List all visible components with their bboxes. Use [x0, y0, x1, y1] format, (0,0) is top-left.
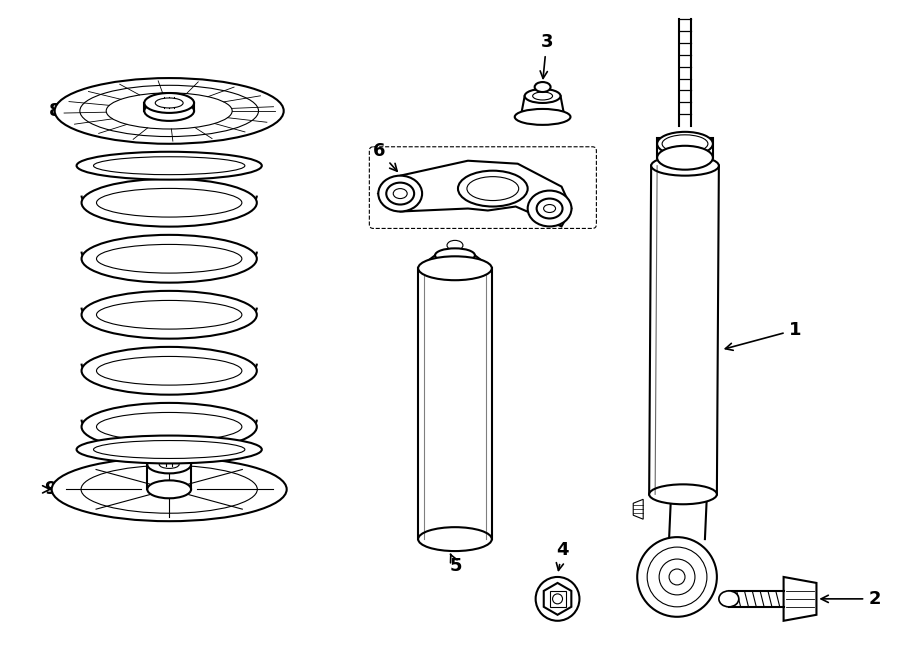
Text: 7: 7 — [86, 306, 122, 324]
Ellipse shape — [159, 461, 179, 469]
Ellipse shape — [81, 465, 257, 513]
Circle shape — [669, 569, 685, 585]
Ellipse shape — [535, 82, 551, 92]
Ellipse shape — [82, 347, 256, 395]
Ellipse shape — [378, 176, 422, 212]
Ellipse shape — [82, 403, 256, 451]
Ellipse shape — [544, 204, 555, 212]
Polygon shape — [418, 268, 491, 539]
Ellipse shape — [458, 171, 527, 206]
Ellipse shape — [82, 235, 256, 283]
Ellipse shape — [80, 85, 258, 137]
Ellipse shape — [82, 179, 256, 227]
Ellipse shape — [96, 356, 242, 385]
Text: 8: 8 — [49, 102, 64, 120]
Polygon shape — [649, 166, 719, 494]
Ellipse shape — [96, 245, 242, 273]
Ellipse shape — [51, 457, 287, 521]
Polygon shape — [544, 583, 572, 615]
Circle shape — [553, 594, 562, 604]
Ellipse shape — [657, 132, 713, 156]
Ellipse shape — [467, 176, 518, 200]
Ellipse shape — [148, 481, 191, 498]
Ellipse shape — [144, 93, 194, 113]
Ellipse shape — [94, 440, 245, 459]
Ellipse shape — [662, 135, 708, 153]
Text: 2: 2 — [821, 590, 881, 608]
Ellipse shape — [418, 527, 491, 551]
Circle shape — [637, 537, 717, 617]
Ellipse shape — [418, 256, 491, 280]
Ellipse shape — [527, 190, 572, 227]
Circle shape — [536, 577, 580, 621]
Ellipse shape — [435, 249, 475, 262]
Ellipse shape — [515, 109, 571, 125]
Ellipse shape — [657, 146, 713, 170]
Ellipse shape — [533, 92, 553, 100]
Ellipse shape — [652, 156, 719, 176]
Ellipse shape — [393, 188, 407, 198]
Ellipse shape — [155, 98, 183, 108]
Text: 1: 1 — [725, 321, 801, 350]
Ellipse shape — [96, 301, 242, 329]
Circle shape — [647, 547, 707, 607]
Ellipse shape — [447, 241, 463, 251]
Ellipse shape — [94, 157, 245, 175]
Ellipse shape — [76, 152, 262, 180]
Ellipse shape — [55, 78, 284, 144]
Polygon shape — [418, 255, 491, 268]
Polygon shape — [784, 577, 816, 621]
Text: 4: 4 — [556, 541, 569, 570]
Ellipse shape — [82, 291, 256, 338]
Ellipse shape — [148, 455, 191, 473]
Ellipse shape — [96, 412, 242, 441]
Polygon shape — [634, 499, 643, 519]
Text: 5: 5 — [450, 554, 463, 575]
Ellipse shape — [386, 182, 414, 204]
Text: 6: 6 — [373, 141, 397, 171]
Circle shape — [659, 559, 695, 595]
Ellipse shape — [719, 591, 739, 607]
Polygon shape — [521, 96, 564, 117]
Text: 9: 9 — [42, 481, 57, 498]
Ellipse shape — [106, 93, 232, 129]
Ellipse shape — [96, 188, 242, 217]
Ellipse shape — [144, 101, 194, 121]
Ellipse shape — [525, 89, 561, 103]
Polygon shape — [657, 137, 713, 158]
Text: 3: 3 — [540, 33, 553, 79]
Polygon shape — [550, 591, 565, 607]
Ellipse shape — [76, 436, 262, 463]
Ellipse shape — [649, 485, 717, 504]
Ellipse shape — [536, 198, 562, 219]
Polygon shape — [378, 161, 572, 227]
